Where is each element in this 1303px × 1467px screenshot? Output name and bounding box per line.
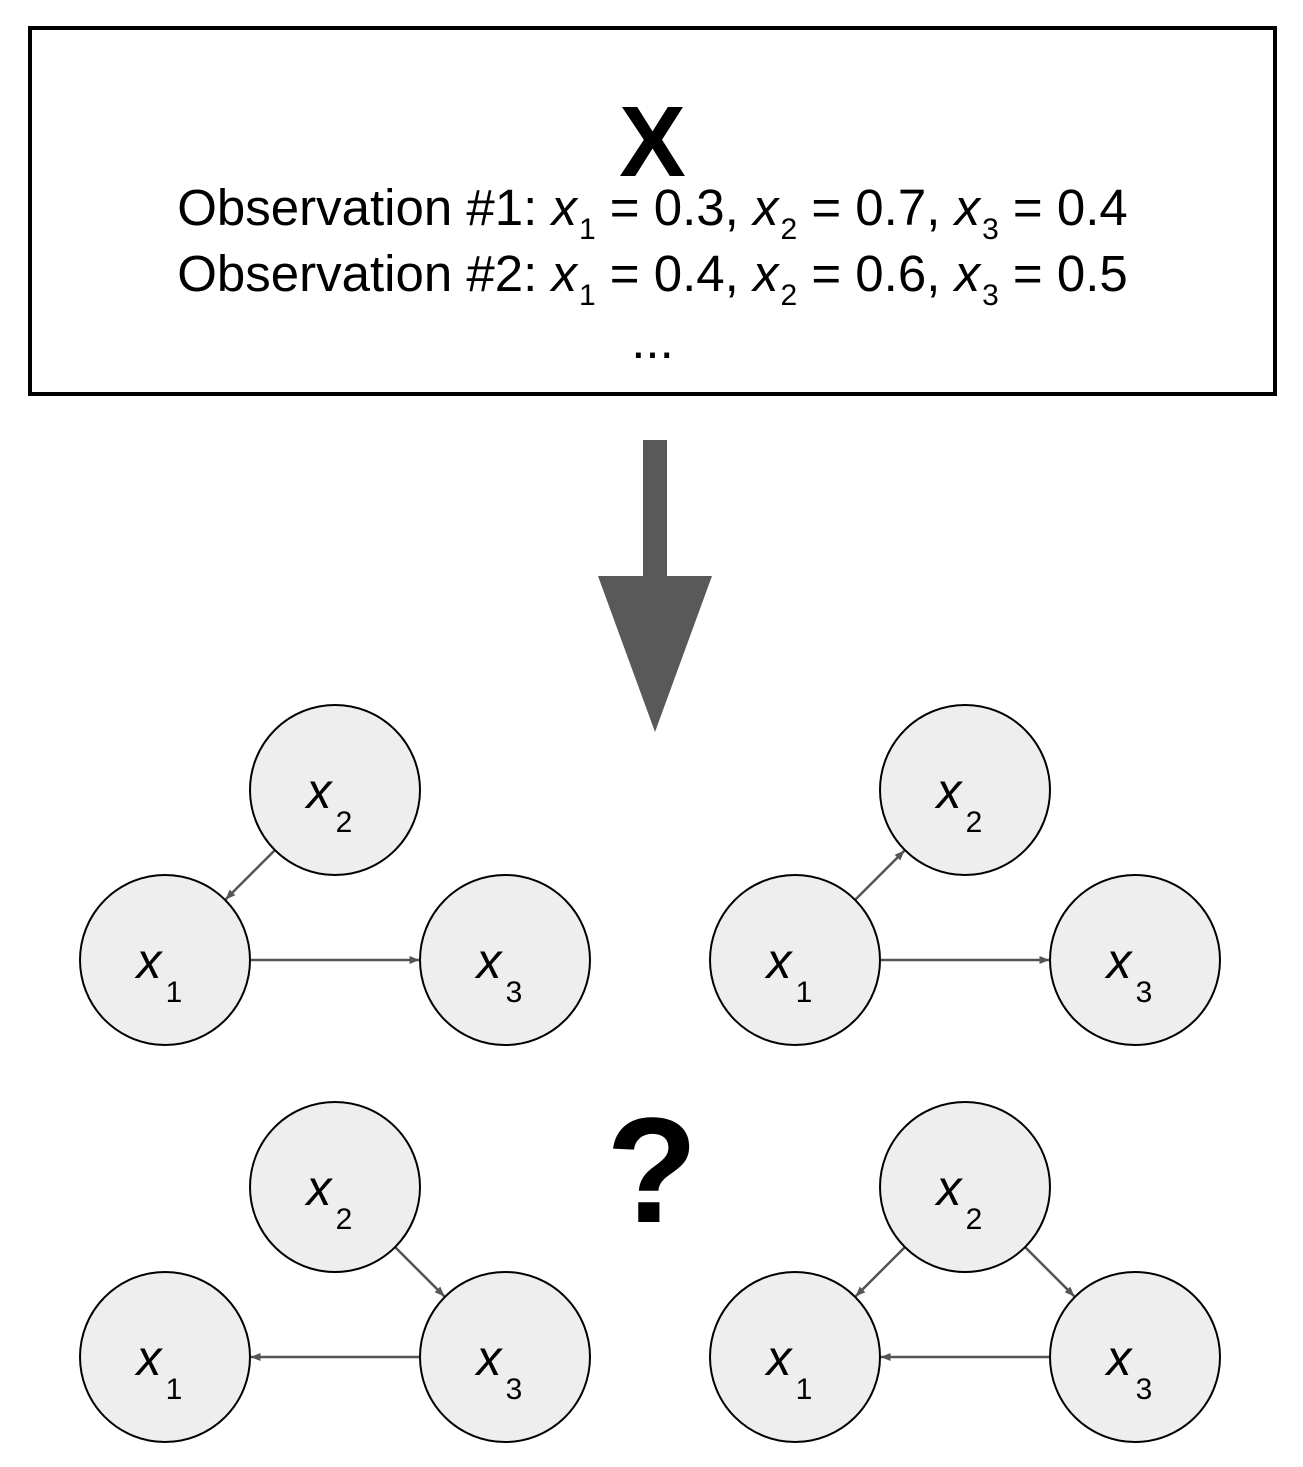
node-x1 xyxy=(79,1271,251,1443)
big-down-arrow-icon xyxy=(598,440,712,732)
value-text: = 0.7, xyxy=(811,179,941,236)
node-label-x2: x xyxy=(935,1160,964,1216)
edge-x2-to-x1 xyxy=(224,849,276,901)
node-subscript-x2: 2 xyxy=(966,806,983,839)
node-x3 xyxy=(419,874,591,1046)
observations-box: X Observation #1: x1 = 0.3, x2 = 0.7, x3… xyxy=(28,26,1277,396)
dataset-title: X xyxy=(619,86,686,198)
variable-x1: x1 xyxy=(551,179,596,247)
node-label-x2: x xyxy=(305,1160,334,1216)
node-x1 xyxy=(79,874,251,1046)
edge-x1-to-x2 xyxy=(854,849,906,901)
node-subscript-x1: 1 xyxy=(796,976,813,1009)
node-x3 xyxy=(1049,1271,1221,1443)
node-subscript-x3: 3 xyxy=(506,976,523,1009)
node-label-x1: x xyxy=(135,1330,164,1386)
value-text: = 0.4 xyxy=(1012,179,1128,236)
value-text: = 0.6, xyxy=(811,245,941,302)
question-mark: ? xyxy=(606,1086,698,1254)
node-x2 xyxy=(249,1101,421,1273)
node-x3 xyxy=(419,1271,591,1443)
value-text: = 0.5 xyxy=(1012,245,1128,302)
variable-x1: x1 xyxy=(551,245,596,313)
observation-row-1: Observation #1: x1 = 0.3, x2 = 0.7, x3 =… xyxy=(32,180,1273,258)
node-label-x3: x xyxy=(1105,1330,1134,1386)
variable-x2: x2 xyxy=(753,245,798,313)
node-label-x1: x xyxy=(135,933,164,989)
node-subscript-x1: 1 xyxy=(796,1373,813,1406)
node-subscript-x2: 2 xyxy=(336,1203,353,1236)
observation-label: Observation #2: xyxy=(177,245,538,302)
node-x1 xyxy=(709,1271,881,1443)
node-x2 xyxy=(249,704,421,876)
node-subscript-x2: 2 xyxy=(336,806,353,839)
node-x3 xyxy=(1049,874,1221,1046)
variable-x2: x2 xyxy=(753,179,798,247)
node-label-x3: x xyxy=(475,933,504,989)
value-text: = 0.3, xyxy=(609,179,739,236)
node-x1 xyxy=(709,874,881,1046)
node-subscript-x3: 3 xyxy=(506,1373,523,1406)
node-subscript-x1: 1 xyxy=(166,1373,183,1406)
edge-x2-to-x1 xyxy=(854,1246,906,1298)
observation-label: Observation #1: xyxy=(177,179,538,236)
node-subscript-x2: 2 xyxy=(966,1203,983,1236)
node-x2 xyxy=(879,1101,1051,1273)
node-label-x1: x xyxy=(765,933,794,989)
variable-x3: x3 xyxy=(954,245,999,313)
node-subscript-x3: 3 xyxy=(1136,1373,1153,1406)
node-label-x3: x xyxy=(1105,933,1134,989)
variable-x3: x3 xyxy=(954,179,999,247)
value-text: = 0.4, xyxy=(609,245,739,302)
node-x2 xyxy=(879,704,1051,876)
node-label-x2: x xyxy=(935,763,964,819)
node-label-x2: x xyxy=(305,763,334,819)
edge-x2-to-x3 xyxy=(394,1246,446,1298)
node-label-x1: x xyxy=(765,1330,794,1386)
edge-x2-to-x3 xyxy=(1024,1246,1076,1298)
node-subscript-x3: 3 xyxy=(1136,976,1153,1009)
node-label-x3: x xyxy=(475,1330,504,1386)
node-subscript-x1: 1 xyxy=(166,976,183,1009)
observation-row-2: Observation #2: x1 = 0.4, x2 = 0.6, x3 =… xyxy=(32,246,1273,324)
